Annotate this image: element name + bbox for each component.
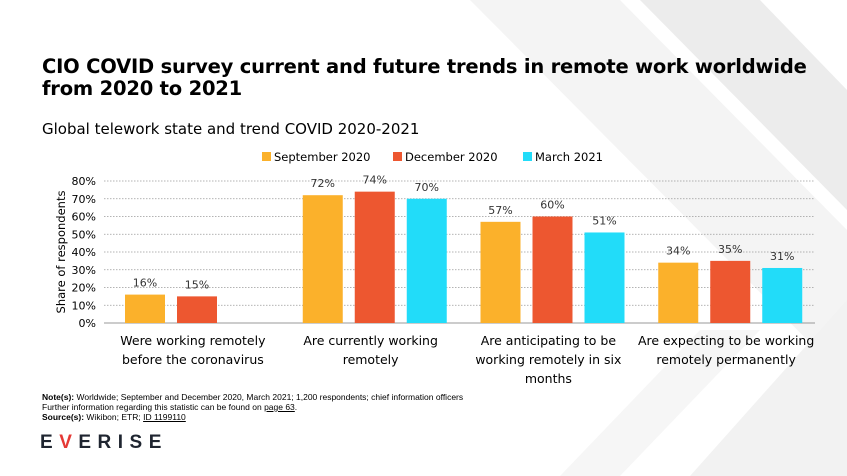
bar	[762, 267, 803, 323]
source-line: Source(s): Wikibon; ETR; ID 1199110	[42, 412, 742, 422]
logo-suffix: ERISE	[78, 432, 168, 453]
source-label: Source(s):	[42, 412, 85, 422]
y-tick-label: 60%	[72, 211, 96, 224]
y-tick-label: 70%	[72, 193, 96, 206]
chart-subtitle: Global telework state and trend COVID 20…	[42, 120, 420, 138]
x-category-label: Are anticipating to be	[481, 333, 617, 348]
source-text: Wikibon; ETR;	[84, 412, 144, 422]
x-category-label: working remotely in six	[475, 352, 621, 367]
bar	[125, 294, 165, 323]
y-tick-label: 0%	[79, 317, 96, 330]
y-tick-label: 40%	[72, 246, 96, 259]
y-tick-label: 10%	[72, 299, 96, 312]
further-end: .	[294, 402, 298, 412]
legend-label: March 2021	[535, 150, 603, 164]
y-tick-label: 20%	[72, 282, 96, 295]
note-line: Note(s): Worldwide; September and Decemb…	[42, 392, 742, 402]
x-category-label: remotely permanently	[656, 352, 796, 367]
page-title: CIO COVID survey current and future tren…	[42, 55, 807, 100]
y-axis-title: Share of respondents	[54, 191, 68, 314]
data-label: 51%	[592, 214, 616, 227]
legend-swatch	[262, 152, 271, 161]
further-text: Further information regarding this stati…	[42, 402, 265, 412]
x-category-label: Are currently working	[303, 333, 438, 348]
bar	[406, 198, 447, 323]
bar	[710, 260, 751, 323]
bar	[480, 221, 521, 323]
bar	[584, 232, 625, 323]
y-tick-label: 30%	[72, 264, 96, 277]
logo-prefix: E	[40, 432, 60, 453]
x-category-label: months	[525, 371, 572, 386]
further-info-line: Further information regarding this stati…	[42, 402, 742, 412]
note-label: Note(s):	[42, 392, 75, 402]
page-link[interactable]: page 63	[264, 402, 295, 412]
y-tick-label: 80%	[72, 175, 96, 188]
bar	[302, 195, 343, 323]
data-label: 70%	[415, 181, 439, 194]
logo-accent: V	[59, 432, 79, 453]
legend-swatch	[523, 152, 532, 161]
data-label: 35%	[718, 243, 742, 256]
data-label: 31%	[770, 250, 794, 263]
bar	[658, 262, 699, 323]
data-label: 15%	[185, 278, 209, 291]
bar	[354, 191, 395, 323]
notes-block: Note(s): Worldwide; September and Decemb…	[42, 392, 742, 422]
x-category-label: Were working remotely	[120, 333, 266, 348]
everise-logo: EVERISE	[40, 432, 168, 454]
y-tick-label: 50%	[72, 228, 96, 241]
data-label: 72%	[311, 177, 335, 190]
note-text: Worldwide; September and December 2020, …	[74, 392, 464, 402]
x-category-label: remotely	[343, 352, 399, 367]
bar	[177, 296, 217, 323]
bar	[532, 216, 573, 323]
x-category-label: Are expecting to be working	[638, 333, 814, 348]
data-label: 60%	[540, 199, 564, 212]
data-label: 34%	[666, 245, 690, 258]
data-label: 57%	[488, 204, 512, 217]
legend-swatch	[393, 152, 402, 161]
legend-label: September 2020	[274, 150, 371, 164]
source-id-link[interactable]: ID 1199110	[143, 412, 186, 422]
x-category-label: before the coronavirus	[122, 352, 264, 367]
data-label: 74%	[363, 174, 387, 187]
legend-label: December 2020	[405, 150, 498, 164]
data-label: 16%	[133, 277, 157, 290]
